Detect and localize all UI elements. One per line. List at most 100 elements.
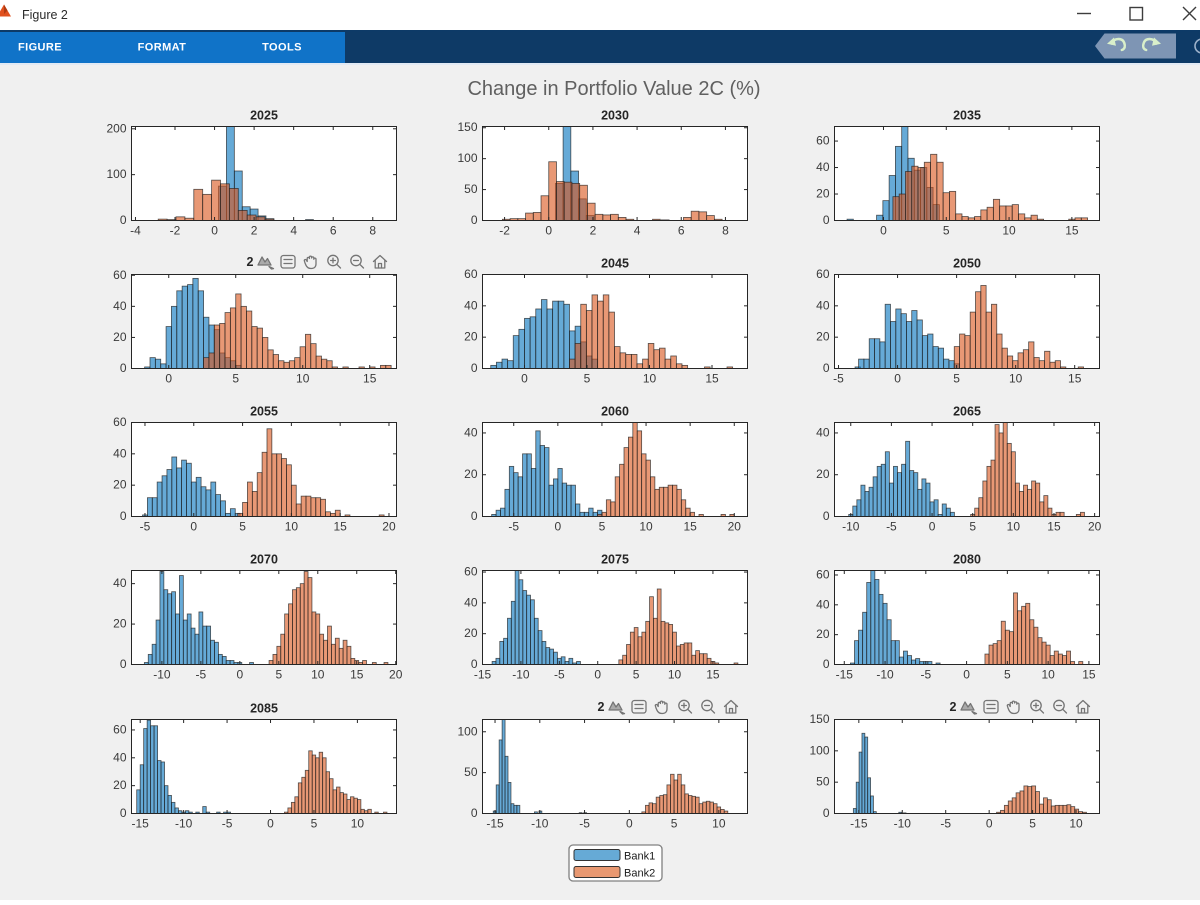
- svg-text:20: 20: [113, 330, 127, 344]
- svg-text:40: 40: [816, 597, 830, 611]
- svg-text:60: 60: [113, 415, 127, 429]
- svg-text:100: 100: [457, 724, 477, 738]
- svg-text:2045: 2045: [601, 257, 629, 271]
- svg-text:0: 0: [823, 657, 830, 671]
- svg-text:-15: -15: [474, 668, 492, 682]
- svg-text:6: 6: [330, 224, 337, 238]
- svg-text:20: 20: [113, 778, 127, 792]
- svg-text:-10: -10: [842, 520, 860, 534]
- svg-text:-5: -5: [886, 520, 897, 534]
- svg-text:2085: 2085: [250, 702, 278, 716]
- svg-text:10: 10: [296, 372, 310, 386]
- svg-text:-15: -15: [850, 817, 868, 831]
- svg-text:2: 2: [590, 224, 597, 238]
- svg-text:0: 0: [626, 817, 633, 831]
- svg-text:0: 0: [120, 213, 127, 227]
- svg-text:50: 50: [464, 765, 478, 779]
- svg-text:0: 0: [471, 213, 478, 227]
- svg-text:0: 0: [471, 806, 478, 820]
- svg-text:10: 10: [668, 668, 682, 682]
- svg-text:0: 0: [471, 657, 478, 671]
- svg-text:15: 15: [1047, 520, 1061, 534]
- svg-text:2070: 2070: [250, 553, 278, 567]
- svg-text:50: 50: [464, 182, 478, 196]
- svg-text:-10: -10: [894, 817, 912, 831]
- svg-text:2: 2: [950, 700, 957, 714]
- svg-text:20: 20: [464, 467, 478, 481]
- svg-text:15: 15: [350, 668, 364, 682]
- svg-text:-15: -15: [132, 817, 150, 831]
- svg-text:100: 100: [457, 151, 477, 165]
- svg-text:-10: -10: [512, 668, 530, 682]
- svg-text:0: 0: [823, 361, 830, 375]
- svg-text:0: 0: [986, 817, 993, 831]
- svg-text:-5: -5: [196, 668, 207, 682]
- svg-text:-5: -5: [920, 668, 931, 682]
- svg-text:0: 0: [267, 817, 274, 831]
- svg-text:0: 0: [521, 372, 528, 386]
- svg-text:60: 60: [816, 567, 830, 581]
- svg-text:-5: -5: [222, 817, 233, 831]
- svg-text:Bank2: Bank2: [624, 868, 655, 880]
- svg-text:20: 20: [1088, 520, 1102, 534]
- svg-text:5: 5: [969, 520, 976, 534]
- svg-text:8: 8: [722, 224, 729, 238]
- svg-text:2080: 2080: [953, 553, 981, 567]
- svg-text:10: 10: [1009, 372, 1023, 386]
- svg-text:200: 200: [106, 121, 126, 135]
- svg-text:5: 5: [1029, 817, 1036, 831]
- svg-text:0: 0: [963, 668, 970, 682]
- svg-text:2050: 2050: [953, 257, 981, 271]
- svg-text:2025: 2025: [250, 109, 278, 123]
- svg-text:FIGURE: FIGURE: [18, 42, 62, 54]
- svg-text:0: 0: [823, 509, 830, 523]
- svg-text:20: 20: [464, 330, 478, 344]
- svg-text:10: 10: [643, 372, 657, 386]
- svg-text:-5: -5: [579, 817, 590, 831]
- svg-text:10: 10: [1041, 668, 1055, 682]
- svg-text:5: 5: [232, 372, 239, 386]
- svg-text:0: 0: [880, 224, 887, 238]
- svg-text:40: 40: [816, 160, 830, 174]
- svg-text:TOOLS: TOOLS: [262, 42, 302, 54]
- svg-text:-5: -5: [508, 520, 519, 534]
- svg-text:4: 4: [634, 224, 641, 238]
- svg-text:60: 60: [113, 268, 127, 282]
- svg-text:20: 20: [816, 627, 830, 641]
- svg-text:2065: 2065: [953, 405, 981, 419]
- svg-text:0: 0: [471, 361, 478, 375]
- svg-text:-2: -2: [499, 224, 510, 238]
- svg-text:2030: 2030: [601, 109, 629, 123]
- svg-text:20: 20: [728, 520, 742, 534]
- svg-text:60: 60: [464, 565, 478, 579]
- svg-text:0: 0: [471, 509, 478, 523]
- svg-text:15: 15: [1082, 668, 1096, 682]
- svg-text:60: 60: [816, 134, 830, 148]
- svg-text:10: 10: [1069, 817, 1083, 831]
- svg-text:5: 5: [633, 668, 640, 682]
- svg-text:10: 10: [285, 520, 299, 534]
- svg-text:5: 5: [239, 520, 246, 534]
- svg-text:-15: -15: [836, 668, 854, 682]
- svg-text:50: 50: [816, 775, 830, 789]
- svg-text:20: 20: [816, 467, 830, 481]
- svg-text:0: 0: [120, 806, 127, 820]
- svg-text:20: 20: [113, 478, 127, 492]
- svg-text:0: 0: [120, 361, 127, 375]
- svg-text:40: 40: [464, 595, 478, 609]
- svg-text:5: 5: [943, 224, 950, 238]
- svg-text:8: 8: [369, 224, 376, 238]
- svg-text:20: 20: [464, 626, 478, 640]
- svg-text:20: 20: [382, 520, 396, 534]
- svg-text:-5: -5: [940, 817, 951, 831]
- svg-text:0: 0: [554, 520, 561, 534]
- svg-text:60: 60: [816, 267, 830, 281]
- svg-text:5: 5: [584, 372, 591, 386]
- svg-text:40: 40: [816, 298, 830, 312]
- svg-text:10: 10: [311, 668, 325, 682]
- svg-text:2: 2: [251, 224, 258, 238]
- svg-text:15: 15: [1068, 372, 1082, 386]
- svg-text:0: 0: [929, 520, 936, 534]
- svg-text:60: 60: [113, 722, 127, 736]
- svg-text:10: 10: [1007, 520, 1021, 534]
